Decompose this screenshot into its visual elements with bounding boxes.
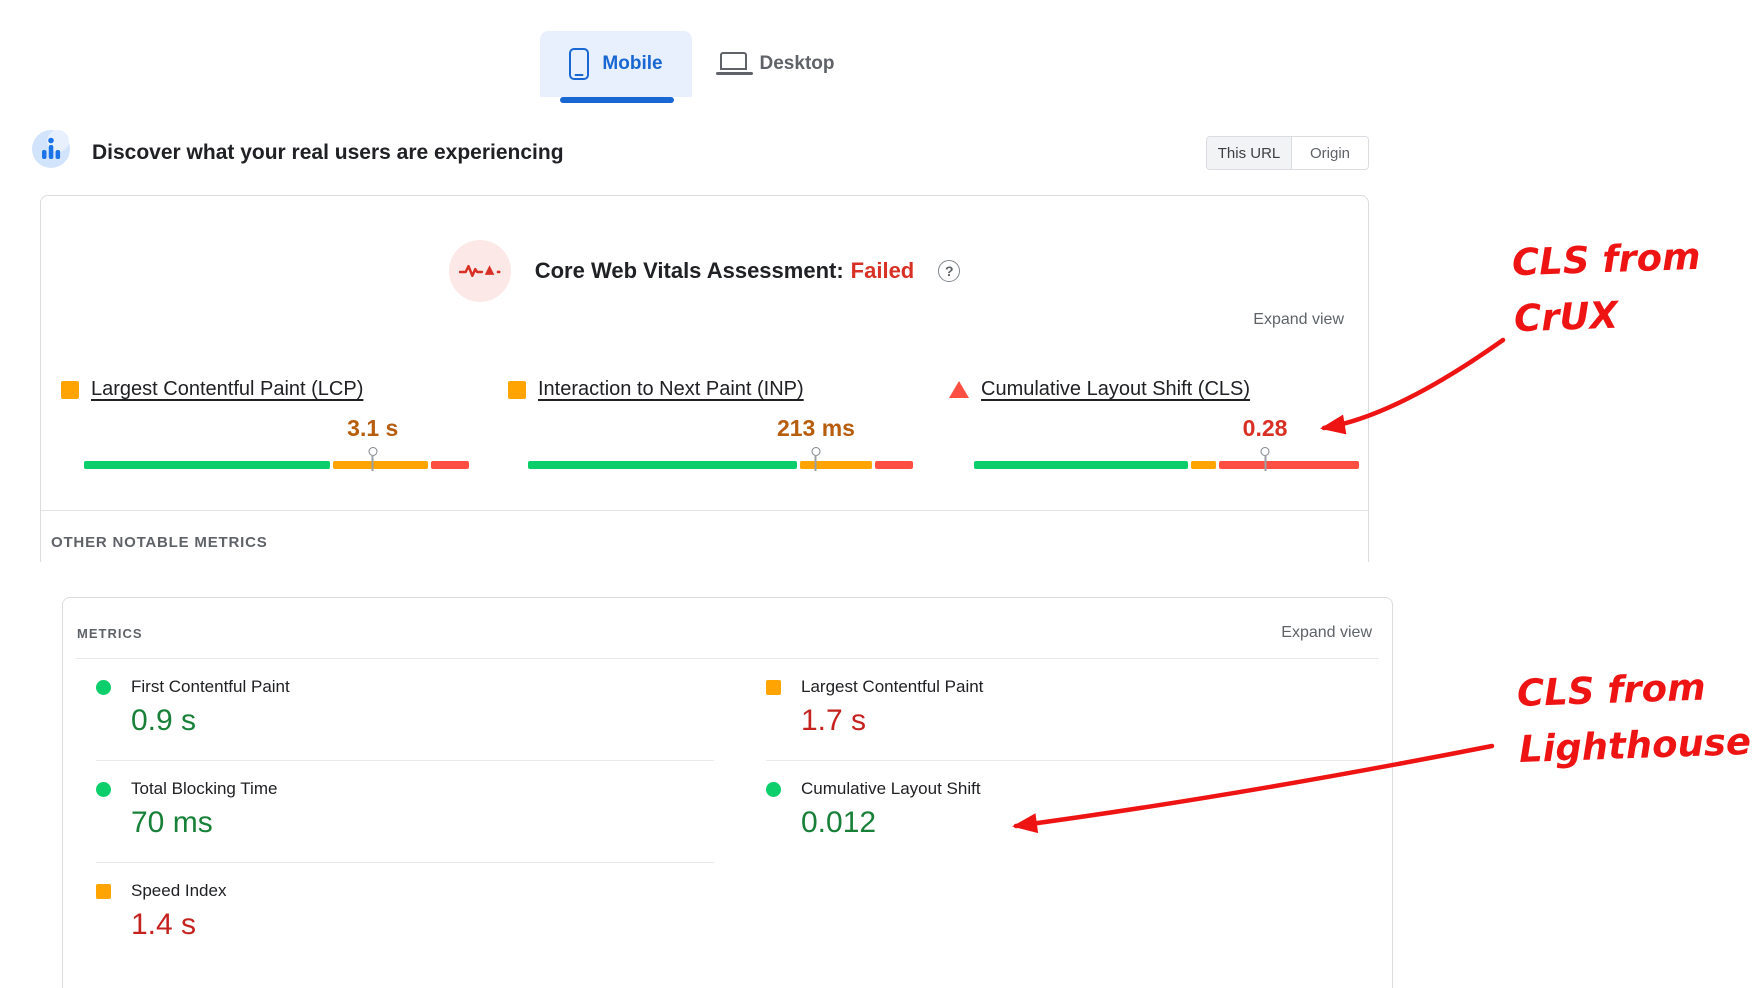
- field-data-icon: [32, 130, 70, 168]
- cls-label-link[interactable]: Cumulative Layout Shift (CLS): [981, 378, 1251, 400]
- lh-lcp-status-icon: [766, 679, 781, 695]
- speed-index-value: 1.4 s: [131, 908, 197, 941]
- lh-cls-status-icon: [766, 781, 781, 797]
- lighthouse-expand-view-link[interactable]: Expand view: [1281, 624, 1372, 641]
- assessment-result: Failed: [850, 258, 915, 283]
- lcp-p75-marker: [368, 447, 378, 471]
- crux-expand-view-link[interactable]: Expand view: [1253, 311, 1344, 328]
- scope-toggle: This URL Origin: [1206, 136, 1369, 170]
- lh-cls-value: 0.012: [801, 806, 877, 839]
- cls-p75-marker: [1260, 447, 1270, 471]
- fcp-status-icon: [96, 679, 111, 695]
- tab-mobile[interactable]: Mobile: [540, 31, 692, 97]
- metrics-left-column: First Contentful Paint 0.9 s Total Block…: [96, 659, 714, 965]
- cls-status-icon: [949, 381, 969, 398]
- inp-p75-marker: [811, 447, 821, 471]
- annotation-cls-from-crux: CLS from CrUX: [1511, 234, 1702, 341]
- fcp-label: First Contentful Paint: [131, 677, 290, 696]
- metric-row-lcp: Largest Contentful Paint 1.7 s: [766, 659, 1386, 761]
- cls-value: 0.28: [1242, 415, 1288, 441]
- metrics-header-divider: [76, 658, 1379, 659]
- lh-cls-label: Cumulative Layout Shift: [801, 779, 981, 798]
- inp-distribution-bar: 213 ms: [528, 415, 914, 471]
- speed-index-label: Speed Index: [131, 881, 227, 900]
- metric-row-tbt: Total Blocking Time 70 ms: [96, 761, 714, 863]
- cwv-heartbeat-icon: [448, 240, 511, 302]
- metric-row-fcp: First Contentful Paint 0.9 s: [96, 659, 714, 761]
- tbt-status-icon: [96, 781, 111, 797]
- toggle-this-url[interactable]: This URL: [1207, 137, 1291, 169]
- inp-value: 213 ms: [776, 415, 855, 441]
- help-icon[interactable]: ?: [938, 260, 961, 282]
- tbt-label: Total Blocking Time: [131, 779, 278, 798]
- metrics-right-column: Largest Contentful Paint 1.7 s Cumulativ…: [766, 659, 1386, 863]
- speed-index-status-icon: [96, 883, 111, 899]
- lighthouse-metrics-card: METRICS Expand view First Contentful Pai…: [62, 597, 1393, 988]
- crux-field-data-card: Core Web Vitals Assessment: Failed ? Expa…: [40, 195, 1369, 562]
- lcp-value: 3.1 s: [347, 415, 399, 441]
- card-divider: [41, 510, 1368, 511]
- lh-lcp-label: Largest Contentful Paint: [801, 677, 984, 696]
- toggle-origin[interactable]: Origin: [1291, 137, 1368, 169]
- inp-label-link[interactable]: Interaction to Next Paint (INP): [538, 378, 804, 400]
- tab-desktop-label: Desktop: [759, 53, 835, 74]
- lh-lcp-value: 1.7 s: [801, 704, 867, 737]
- active-tab-underline: [560, 97, 674, 103]
- laptop-icon: [715, 52, 753, 75]
- field-section-title: Discover what your real users are experi…: [92, 141, 564, 164]
- metric-row-speed-index: Speed Index 1.4 s: [96, 863, 714, 965]
- tbt-value: 70 ms: [131, 806, 213, 839]
- lcp-label-link[interactable]: Largest Contentful Paint (LCP): [91, 378, 364, 400]
- lcp-distribution-bar: 3.1 s: [84, 415, 469, 471]
- inp-status-icon: [508, 380, 526, 399]
- fcp-value: 0.9 s: [131, 704, 197, 737]
- cwv-assessment-header: Core Web Vitals Assessment: Failed ?: [41, 240, 1368, 302]
- annotation-cls-from-lighthouse: CLS from Lighthouse: [1516, 665, 1752, 772]
- lcp-status-icon: [61, 380, 79, 399]
- crux-metric-lcp: Largest Contentful Paint (LCP) 3.1 s: [61, 378, 469, 471]
- crux-metric-cls: Cumulative Layout Shift (CLS) 0.28: [949, 378, 1360, 471]
- cwv-assessment-title: Core Web Vitals Assessment: Failed: [534, 258, 915, 283]
- metric-row-cls: Cumulative Layout Shift 0.012: [766, 761, 1386, 863]
- tab-mobile-label: Mobile: [602, 53, 663, 74]
- other-notable-metrics-label: OTHER NOTABLE METRICS: [51, 534, 268, 551]
- crux-metric-inp: Interaction to Next Paint (INP) 213 ms: [508, 378, 916, 471]
- phone-icon: [569, 48, 590, 80]
- metrics-section-label: METRICS: [77, 626, 143, 641]
- tab-desktop[interactable]: Desktop: [703, 31, 851, 97]
- cls-distribution-bar: 0.28: [974, 415, 1360, 471]
